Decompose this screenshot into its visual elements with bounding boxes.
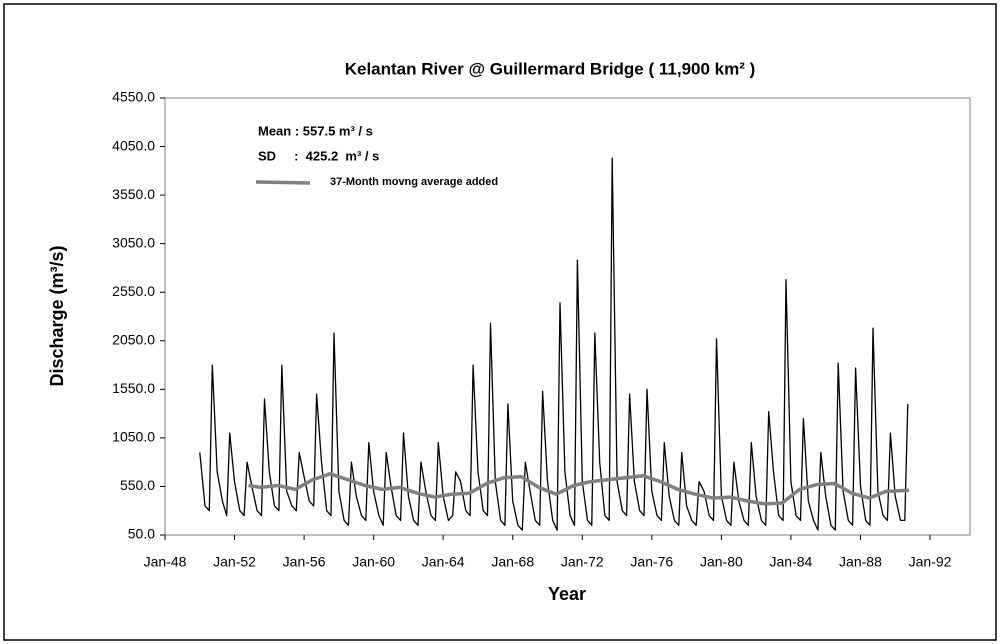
plot-area <box>164 97 971 536</box>
frame <box>3 3 997 641</box>
x-tick-label: Jan-76 <box>630 554 673 570</box>
annotation: SD : 425.2 m³ / s <box>258 148 379 163</box>
y-tick-label: 550.0 <box>120 477 155 493</box>
x-tick-label: Jan-56 <box>283 554 326 570</box>
x-tick-label: Jan-80 <box>700 554 743 570</box>
x-tick-label: Jan-68 <box>491 554 534 570</box>
x-tick-label: Jan-92 <box>909 554 952 570</box>
y-tick-label: 4050.0 <box>112 137 155 153</box>
y-tick-label: 1050.0 <box>112 429 155 445</box>
y-tick-label: 2550.0 <box>112 283 155 299</box>
x-tick-label: Jan-88 <box>839 554 882 570</box>
x-tick-label: Jan-48 <box>144 554 187 570</box>
y-tick-label: 4550.0 <box>112 89 155 105</box>
x-axis-label: Year <box>548 584 586 604</box>
x-tick-label: Jan-64 <box>422 554 465 570</box>
y-tick-label: 3050.0 <box>112 234 155 250</box>
x-tick-label: Jan-72 <box>561 554 604 570</box>
y-axis-label: Discharge (m³/s) <box>47 245 67 386</box>
y-tick-label: 2050.0 <box>112 331 155 347</box>
legend-label: 37-Month movng average added <box>330 176 498 188</box>
series-line <box>199 157 909 531</box>
annotation: Mean : 557.5 m³ / s <box>258 123 373 138</box>
y-tick-label: 50.0 <box>128 526 155 542</box>
legend-swatch <box>255 180 311 185</box>
x-tick-label: Jan-60 <box>352 554 395 570</box>
y-tick-label: 1550.0 <box>112 380 155 396</box>
chart-title: Kelantan River @ Guillermard Bridge ( 11… <box>345 59 756 78</box>
x-tick-label: Jan-84 <box>770 554 813 570</box>
series-line <box>248 472 910 506</box>
y-tick-label: 3550.0 <box>112 186 155 202</box>
x-tick-label: Jan-52 <box>213 554 256 570</box>
